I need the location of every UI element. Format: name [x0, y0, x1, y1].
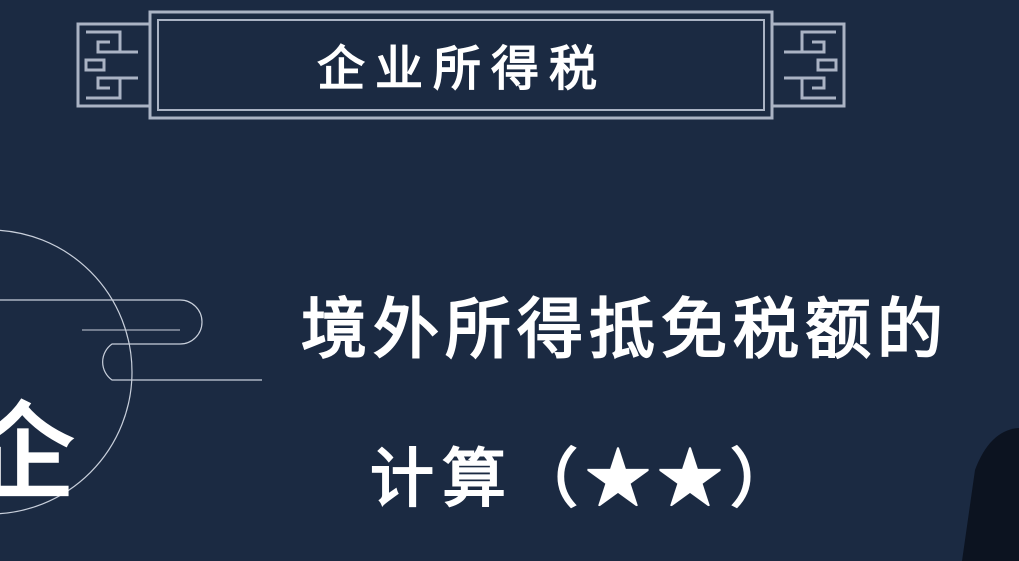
headline-line-1: 境外所得抵免税额的 — [301, 290, 949, 368]
header-title: 企业所得税 — [316, 41, 607, 97]
side-character: 企 — [0, 391, 75, 514]
title-frame — [76, 10, 846, 120]
headline-line-2: 计算（★★） — [370, 442, 802, 517]
circle-ornament — [0, 229, 262, 515]
presenter-silhouette — [962, 428, 1019, 561]
